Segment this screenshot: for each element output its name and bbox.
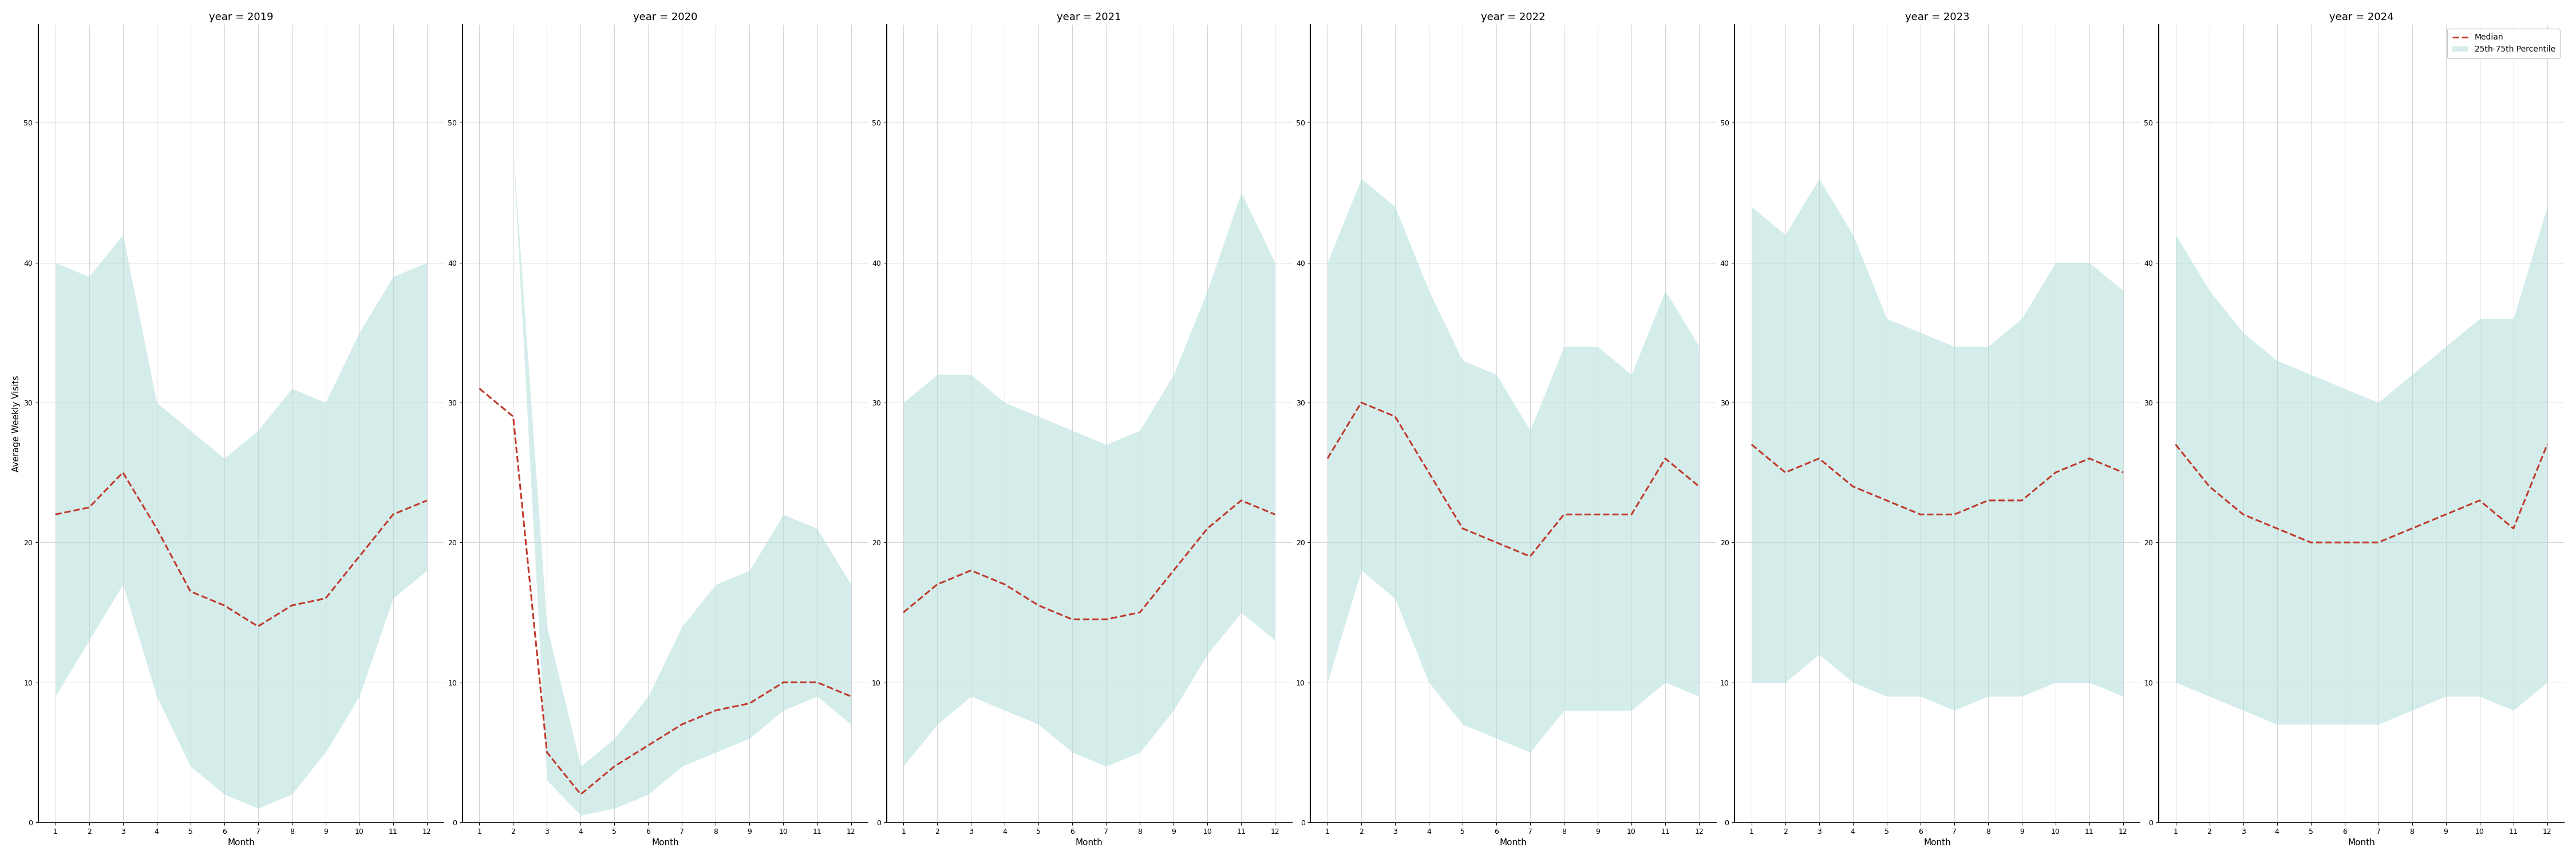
Legend: Median, 25th-75th Percentile: Median, 25th-75th Percentile — [2447, 28, 2561, 58]
Title: year = 2022: year = 2022 — [1481, 12, 1546, 22]
X-axis label: Month: Month — [652, 838, 680, 847]
X-axis label: Month: Month — [1499, 838, 1528, 847]
Title: year = 2024: year = 2024 — [2329, 12, 2393, 22]
Title: year = 2023: year = 2023 — [1906, 12, 1971, 22]
X-axis label: Month: Month — [2347, 838, 2375, 847]
Title: year = 2019: year = 2019 — [209, 12, 273, 22]
X-axis label: Month: Month — [227, 838, 255, 847]
Title: year = 2021: year = 2021 — [1056, 12, 1121, 22]
X-axis label: Month: Month — [1924, 838, 1950, 847]
X-axis label: Month: Month — [1077, 838, 1103, 847]
Title: year = 2020: year = 2020 — [634, 12, 698, 22]
Y-axis label: Average Weekly Visits: Average Weekly Visits — [13, 375, 21, 472]
